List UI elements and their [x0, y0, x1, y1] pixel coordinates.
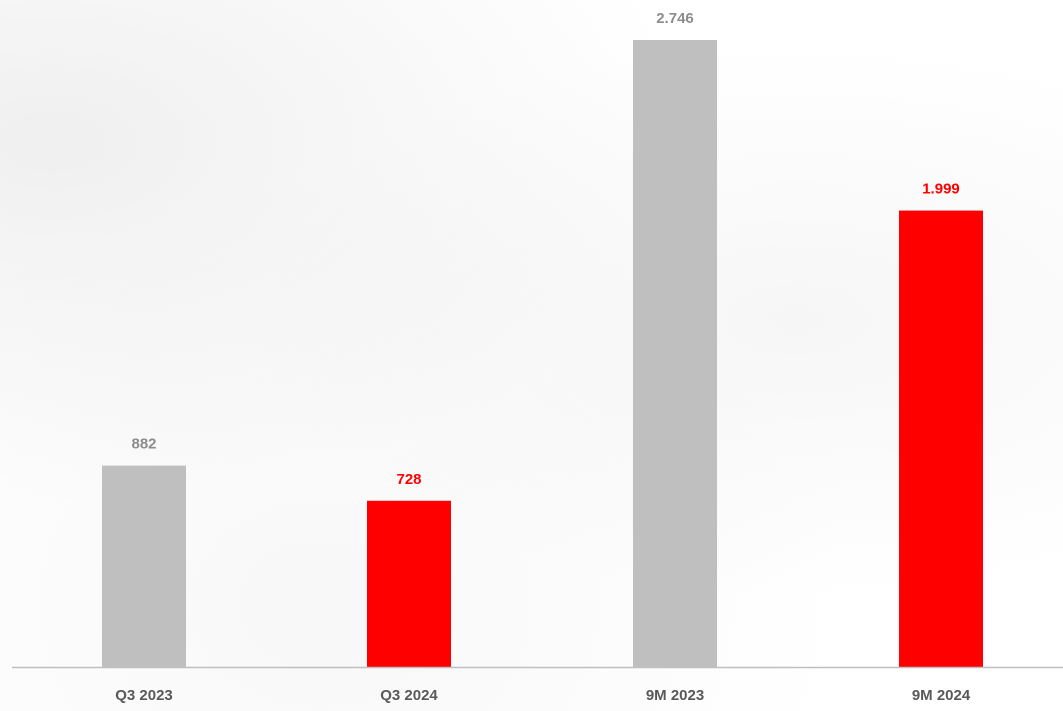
value-label-3: 2.746	[656, 10, 694, 27]
category-label-1: Q3 2023	[115, 687, 173, 704]
category-label-3: 9M 2023	[646, 687, 704, 704]
category-label-4: 9M 2024	[912, 687, 971, 704]
category-labels-group: Q3 2023 Q3 2024 9M 2023 9M 2024	[115, 687, 971, 704]
value-label-4: 1.999	[922, 181, 960, 198]
value-label-1: 882	[131, 436, 156, 453]
bar-4	[899, 210, 983, 667]
value-label-2: 728	[396, 471, 421, 488]
category-label-2: Q3 2024	[380, 687, 438, 704]
bar-3	[633, 40, 717, 667]
bars-group	[102, 40, 983, 667]
bar-2	[367, 500, 451, 667]
bar-1	[102, 465, 186, 667]
value-labels-group: 882 728 2.746 1.999	[131, 10, 959, 488]
